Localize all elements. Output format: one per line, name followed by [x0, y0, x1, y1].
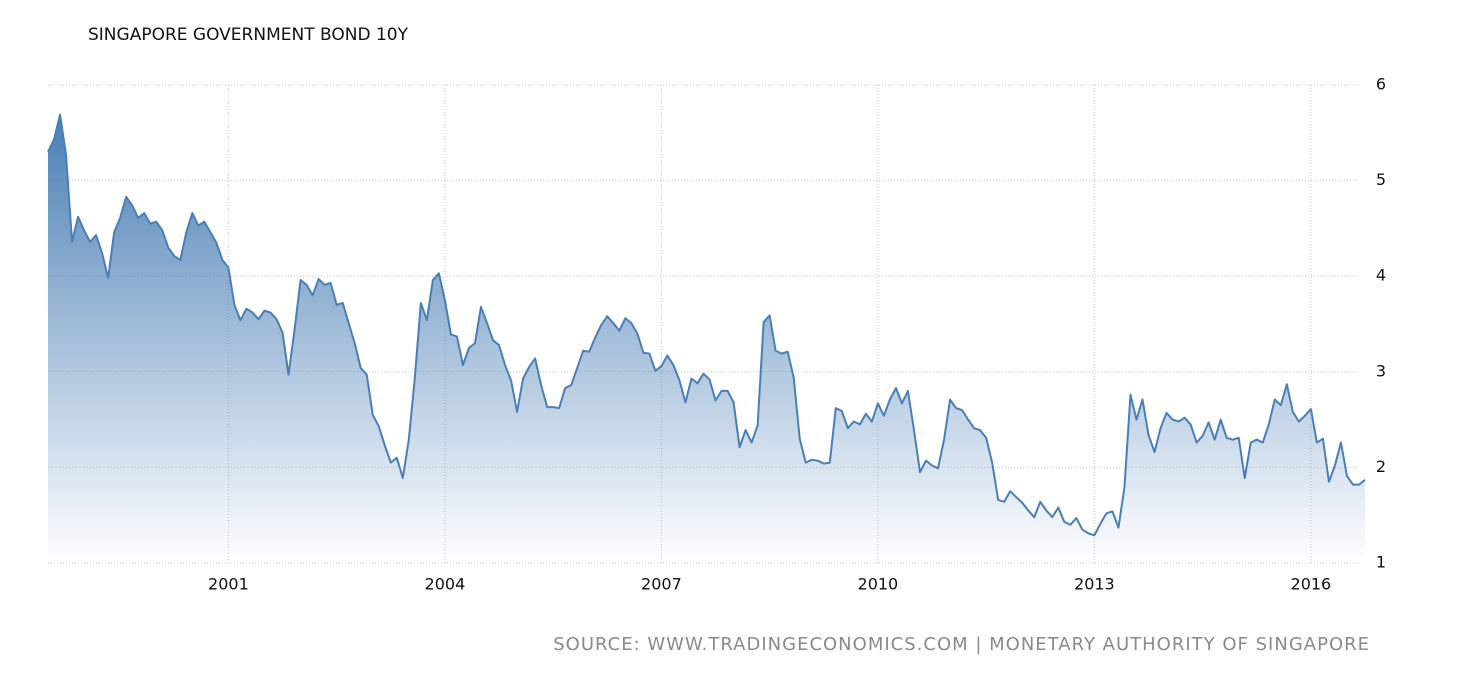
- x-tick-label: 2007: [641, 575, 682, 594]
- x-tick-label: 2013: [1074, 575, 1115, 594]
- y-tick-label: 2: [1376, 457, 1386, 476]
- x-tick-label: 2010: [858, 575, 899, 594]
- y-tick-label: 3: [1376, 361, 1386, 380]
- x-tick-label: 2016: [1291, 575, 1332, 594]
- y-tick-label: 4: [1376, 266, 1386, 285]
- y-tick-label: 5: [1376, 170, 1386, 189]
- source: SOURCE: WWW.TRADINGECONOMICS.COM | MONET…: [553, 634, 1370, 655]
- y-tick-label: 1: [1376, 553, 1386, 572]
- y-tick-label: 6: [1376, 75, 1386, 94]
- plot: [47, 113, 1366, 563]
- x-tick-label: 2004: [425, 575, 466, 594]
- area: [48, 114, 1365, 563]
- line: [47, 113, 1366, 537]
- x-tick-label: 2001: [208, 575, 249, 594]
- chart-title: SINGAPORE GOVERNMENT BOND 10Y: [88, 25, 409, 45]
